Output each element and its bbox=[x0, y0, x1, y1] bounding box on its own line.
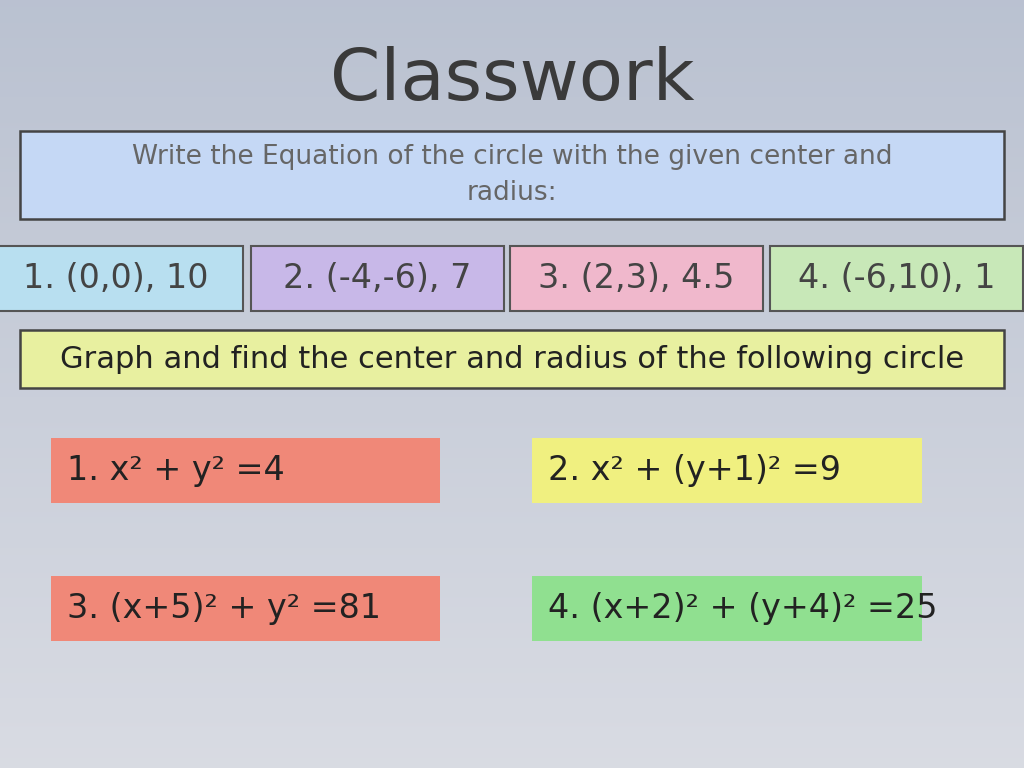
FancyBboxPatch shape bbox=[51, 438, 440, 503]
Text: Graph and find the center and radius of the following circle: Graph and find the center and radius of … bbox=[60, 345, 964, 373]
FancyBboxPatch shape bbox=[0, 246, 243, 311]
FancyBboxPatch shape bbox=[20, 330, 1004, 388]
Text: 4. (x+2)² + (y+4)² =25: 4. (x+2)² + (y+4)² =25 bbox=[548, 592, 937, 625]
Text: Write the Equation of the circle with the given center and
radius:: Write the Equation of the circle with th… bbox=[132, 144, 892, 206]
FancyBboxPatch shape bbox=[770, 246, 1023, 311]
FancyBboxPatch shape bbox=[251, 246, 504, 311]
FancyBboxPatch shape bbox=[532, 576, 922, 641]
Text: 2. (-4,-6), 7: 2. (-4,-6), 7 bbox=[284, 262, 471, 295]
Text: 1. (0,0), 10: 1. (0,0), 10 bbox=[24, 262, 209, 295]
Text: 1. x² + y² =4: 1. x² + y² =4 bbox=[67, 454, 285, 487]
Text: 3. (x+5)² + y² =81: 3. (x+5)² + y² =81 bbox=[67, 592, 381, 625]
FancyBboxPatch shape bbox=[20, 131, 1004, 219]
Text: 2. x² + (y+1)² =9: 2. x² + (y+1)² =9 bbox=[548, 454, 841, 487]
Text: 3. (2,3), 4.5: 3. (2,3), 4.5 bbox=[539, 262, 734, 295]
FancyBboxPatch shape bbox=[51, 576, 440, 641]
Text: 4. (-6,10), 1: 4. (-6,10), 1 bbox=[798, 262, 995, 295]
Text: Classwork: Classwork bbox=[330, 46, 694, 115]
FancyBboxPatch shape bbox=[510, 246, 763, 311]
FancyBboxPatch shape bbox=[532, 438, 922, 503]
